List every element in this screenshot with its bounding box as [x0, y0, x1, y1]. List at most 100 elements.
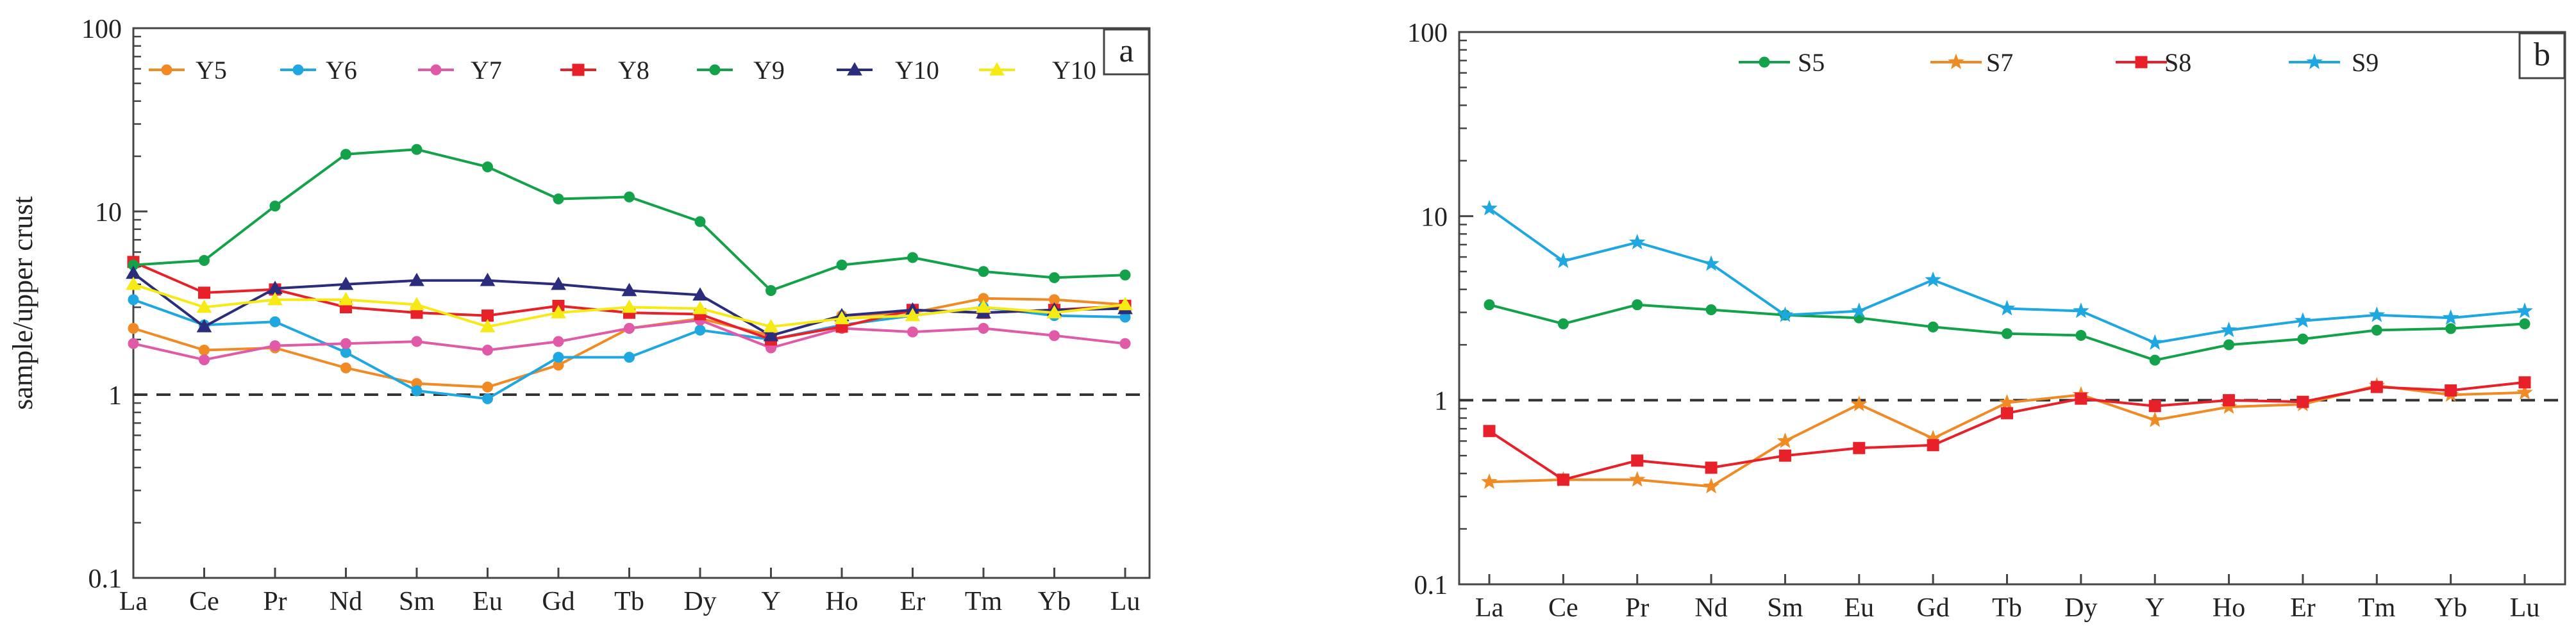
legend-b: S5 S7 S8 S9 [1739, 48, 2379, 77]
data-point [2073, 302, 2089, 318]
x-tick-label: Gd [1916, 593, 1949, 623]
data-point [2297, 333, 2309, 345]
plot-frame-b [1458, 31, 2566, 586]
data-point [2371, 324, 2382, 336]
series-group-b [1481, 199, 2533, 494]
legend-label: S7 [1986, 48, 2013, 77]
series-S9-3 [1481, 199, 2533, 350]
data-point [2295, 312, 2311, 328]
x-tick-label: Tm [2358, 593, 2396, 623]
data-point [1117, 297, 1133, 311]
data-point [1925, 271, 1941, 287]
data-point [2002, 328, 2012, 340]
legend-swatch-marker [572, 63, 585, 76]
data-point [553, 193, 564, 204]
legend-swatch-marker [2135, 56, 2148, 69]
legend-swatch-marker [1759, 56, 1770, 68]
legend-label: Y9 [753, 56, 785, 85]
data-point [340, 149, 351, 160]
data-point [340, 338, 351, 349]
data-point [2075, 329, 2087, 341]
data-point [694, 324, 706, 336]
data-point [2370, 381, 2383, 393]
series-group-a [126, 144, 1133, 404]
data-point [2148, 400, 2161, 413]
data-point [269, 316, 281, 327]
legend-swatch-marker [1948, 53, 1964, 69]
x-tick-label: Y [2145, 593, 2164, 623]
legend-item: S5 [1739, 48, 1825, 77]
legend-item: Y10 [837, 56, 939, 85]
data-point [2442, 309, 2459, 325]
x-tick-label: Lu [2510, 593, 2540, 623]
data-point [1481, 473, 1498, 489]
data-point [2519, 318, 2530, 329]
data-point [763, 318, 779, 333]
series-line [133, 148, 1126, 292]
data-point [269, 201, 281, 212]
x-tick-label: Er [2290, 593, 2316, 623]
data-point [2296, 395, 2309, 408]
series-line [1488, 207, 2525, 345]
x-tick-label: Tm [965, 587, 1003, 616]
data-point [1481, 199, 1498, 216]
data-point [1778, 449, 1791, 462]
data-point [1555, 252, 1572, 268]
data-point [1049, 330, 1060, 341]
x-tick-label: Sm [1767, 593, 1803, 623]
legend-item: Y6 [280, 56, 357, 85]
x-tick-label: La [1475, 593, 1504, 623]
data-point [269, 340, 281, 352]
data-point [694, 216, 706, 227]
panel-label-box-b [2518, 32, 2566, 79]
panel-label-box-a [1103, 28, 1150, 76]
data-point [1483, 425, 1496, 438]
y-ticks-b: 0.1 1 10 100 [1407, 19, 1473, 600]
x-ticks-b: La Ce Pr Nd Sm Eu Gd Tb Dy Y Ho Er Tm Yb Lu [1475, 574, 2539, 623]
data-point [2075, 392, 2087, 405]
legend-label: Y10 [1052, 56, 1096, 85]
data-point [338, 292, 354, 306]
data-point [1557, 318, 1569, 329]
legend-label: Y7 [471, 56, 502, 85]
data-point [482, 393, 493, 404]
data-point [978, 323, 989, 334]
x-tick-label: Er [900, 587, 926, 616]
legend-item: Y7 [418, 56, 502, 85]
y-tick-label: 1 [108, 381, 122, 411]
data-point [621, 299, 637, 313]
data-point [1851, 395, 1868, 411]
data-point [2146, 334, 2163, 350]
data-point [128, 294, 139, 306]
legend-item: Y5 [149, 56, 227, 85]
x-tick-label: Sm [399, 587, 435, 616]
data-point [2516, 384, 2533, 400]
x-tick-label: Eu [1844, 593, 1874, 623]
legend-item: Y8 [560, 56, 649, 85]
data-point [267, 292, 283, 306]
data-point [2445, 384, 2457, 397]
data-point [411, 144, 422, 155]
panel-label-a: a [1119, 33, 1133, 69]
legend-item: Y10 [979, 56, 1096, 85]
legend-swatch-marker [2306, 53, 2323, 69]
data-point [2223, 394, 2236, 407]
data-point [199, 255, 210, 267]
x-tick-label: Yb [2434, 593, 2467, 623]
panel-label-b: b [2534, 37, 2550, 73]
data-point [1632, 299, 1643, 311]
x-tick-label: Ho [825, 587, 858, 616]
data-point [1927, 439, 1939, 452]
x-tick-label: Nd [1694, 593, 1727, 623]
data-point [480, 272, 496, 286]
data-point [1631, 454, 1644, 467]
data-point [1119, 338, 1131, 349]
data-point [411, 336, 422, 347]
data-point [1628, 233, 1646, 250]
x-tick-label: Tb [1992, 593, 2022, 623]
data-point [199, 354, 210, 366]
data-point [409, 297, 424, 311]
data-point [621, 283, 637, 297]
x-tick-label: Nd [330, 587, 362, 616]
x-tick-label: Ce [189, 587, 219, 616]
